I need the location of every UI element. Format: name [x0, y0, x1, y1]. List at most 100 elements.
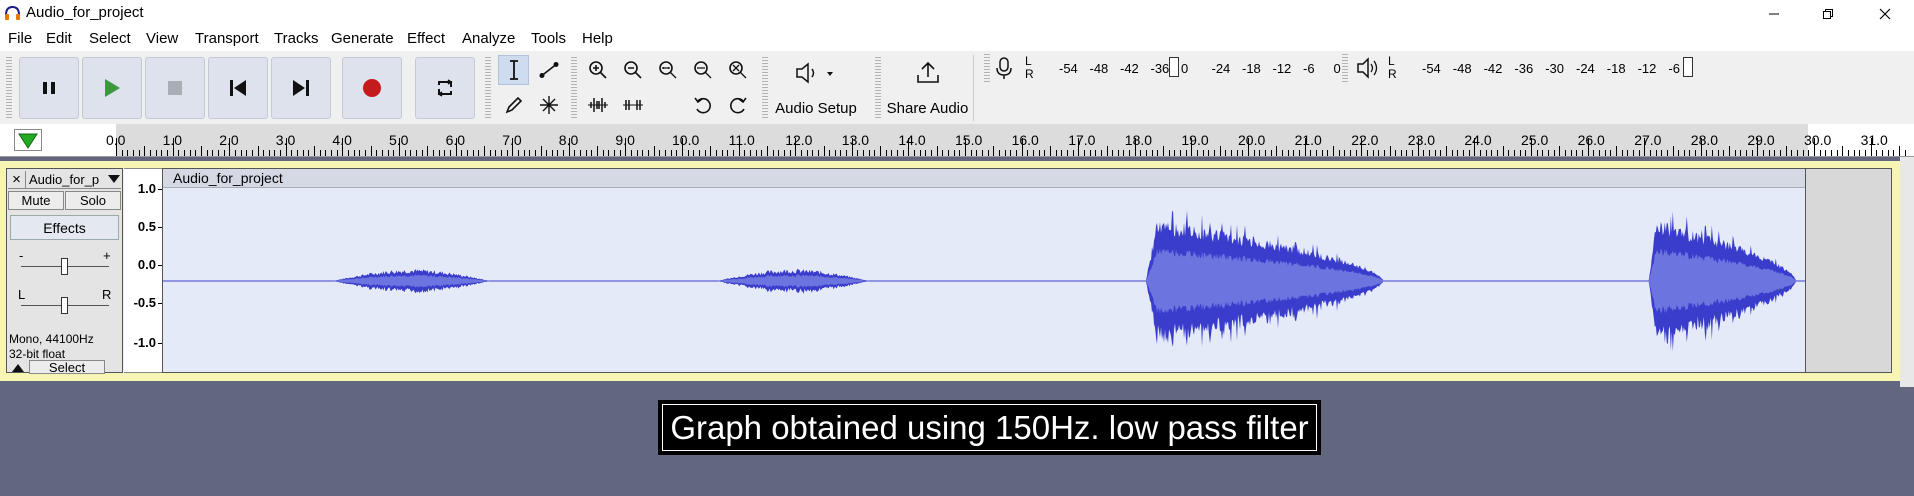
- ruler-major-tick: [965, 138, 966, 156]
- ruler-minor-tick: [698, 150, 700, 156]
- fit-project-button[interactable]: [687, 55, 718, 85]
- record-meter[interactable]: L R -54 -48 -42 -36 0 -24 -18 -12 -6 0: [1025, 54, 1341, 84]
- menu-tools[interactable]: Tools: [531, 30, 567, 47]
- ruler-minor-tick: [1287, 150, 1289, 156]
- undo-button[interactable]: [687, 90, 718, 120]
- minimize-button[interactable]: [1751, 0, 1797, 27]
- audio-clip[interactable]: Audio_for_project: [162, 168, 1806, 373]
- ruler-minor-tick: [263, 150, 265, 156]
- gain-slider[interactable]: [61, 258, 68, 275]
- ruler-tick-label: 7.0: [502, 132, 522, 148]
- toolbar-grip[interactable]: [571, 57, 577, 119]
- ruler-minor-tick: [500, 150, 502, 156]
- pan-slider[interactable]: [61, 297, 68, 314]
- ruler-minor-tick: [580, 150, 582, 156]
- playback-level-slider[interactable]: [1683, 57, 1693, 77]
- ruler-minor-tick: [942, 150, 944, 156]
- ruler-minor-tick: [1797, 150, 1799, 156]
- waveform-area[interactable]: [163, 188, 1805, 372]
- empty-track-area[interactable]: [1806, 168, 1892, 373]
- loop-button[interactable]: [415, 57, 475, 119]
- ruler-minor-tick: [144, 146, 146, 156]
- menu-view[interactable]: View: [146, 30, 179, 47]
- timeline-ruler[interactable]: 0.0 1.0 2.0 3.0 4.0 5.0 6.0 7.0 8.0 9.0 10.0 11.0 12…: [0, 124, 1914, 157]
- toolbar-grip[interactable]: [6, 57, 12, 119]
- menu-generate[interactable]: Generate: [331, 30, 394, 47]
- pencil-icon: [505, 96, 522, 114]
- mute-button[interactable]: Mute: [8, 191, 64, 210]
- ruler-minor-tick: [1683, 150, 1685, 156]
- menu-analyze[interactable]: Analyze: [462, 30, 516, 47]
- trim-audio-button[interactable]: [582, 90, 613, 120]
- close-track-button[interactable]: ×: [8, 170, 26, 188]
- menu-effect[interactable]: Effect: [407, 30, 446, 47]
- menu-transport[interactable]: Transport: [195, 30, 259, 47]
- solo-button[interactable]: Solo: [65, 191, 121, 210]
- share-audio-button[interactable]: Share Audio: [882, 55, 974, 121]
- ruler-minor-tick: [495, 150, 497, 156]
- ruler-minor-tick: [132, 150, 134, 156]
- effects-button[interactable]: Effects: [10, 215, 119, 240]
- fit-selection-button[interactable]: [652, 55, 683, 85]
- ruler-minor-tick: [1451, 150, 1453, 156]
- play-button[interactable]: [82, 57, 142, 119]
- pan-right-label: R: [102, 287, 112, 302]
- ruler-tick-label: 15.0: [955, 132, 983, 148]
- ruler-minor-tick: [1100, 150, 1102, 156]
- toolbar-grip[interactable]: [762, 57, 768, 119]
- ruler-minor-tick: [1689, 150, 1691, 156]
- pause-button[interactable]: [19, 57, 79, 119]
- ruler-major-tick: [1474, 138, 1476, 156]
- vertical-scrollbar[interactable]: [1900, 157, 1914, 387]
- track-format-bits: 32-bit float: [9, 347, 66, 361]
- ruler-minor-tick: [1355, 150, 1357, 156]
- record-button[interactable]: [342, 57, 402, 119]
- ruler-minor-tick: [1604, 150, 1606, 156]
- ruler-minor-tick: [1185, 150, 1187, 156]
- zoom-out-button[interactable]: [617, 55, 648, 85]
- track-menu-dropdown-icon[interactable]: [107, 174, 121, 184]
- select-track-button[interactable]: Select: [29, 360, 105, 375]
- ruler-minor-tick: [857, 150, 859, 156]
- timeline-options-button[interactable]: [14, 129, 42, 151]
- zoom-in-button[interactable]: [582, 55, 613, 85]
- redo-button[interactable]: [722, 90, 753, 120]
- audio-setup-button[interactable]: Audio Setup: [772, 55, 860, 121]
- skip-to-end-button[interactable]: [271, 57, 331, 119]
- menu-select[interactable]: Select: [89, 30, 131, 47]
- stop-button[interactable]: [145, 57, 205, 119]
- menu-edit[interactable]: Edit: [46, 30, 72, 47]
- toolbar-grip[interactable]: [1342, 54, 1348, 82]
- ruler-minor-tick: [178, 150, 180, 156]
- ruler-tick-label: 17.0: [1068, 132, 1096, 148]
- ruler-minor-tick: [619, 150, 621, 156]
- toolbar-grip[interactable]: [875, 57, 881, 119]
- vertical-ruler-tick: [158, 227, 162, 228]
- silence-audio-button[interactable]: [617, 90, 648, 120]
- menu-help[interactable]: Help: [582, 30, 613, 47]
- envelope-tool-button[interactable]: [533, 55, 564, 85]
- record-meter-button[interactable]: [994, 56, 1014, 84]
- playback-meter-button[interactable]: [1356, 57, 1380, 83]
- menu-file[interactable]: File: [8, 30, 33, 47]
- toolbar-grip[interactable]: [984, 54, 990, 82]
- ruler-minor-tick: [348, 150, 350, 156]
- ruler-minor-tick: [1219, 146, 1221, 156]
- close-window-button[interactable]: [1862, 0, 1908, 27]
- playback-meter[interactable]: L R -54 -48 -42 -36 -30 -24 -18 -12 -6: [1388, 54, 1698, 84]
- collapse-track-icon[interactable]: [11, 363, 25, 373]
- vertical-ruler[interactable]: 1.0 0.5 0.0 -0.5 -1.0: [124, 168, 162, 373]
- skip-to-start-button[interactable]: [208, 57, 268, 119]
- record-meter-tick: -48: [1089, 61, 1109, 76]
- record-level-slider[interactable]: [1169, 57, 1179, 77]
- zoom-toggle-button[interactable]: [722, 55, 753, 85]
- draw-tool-button[interactable]: [498, 90, 529, 120]
- menu-tracks[interactable]: Tracks: [274, 30, 319, 47]
- clip-title-bar[interactable]: Audio_for_project: [163, 169, 1805, 188]
- ruler-minor-tick: [1808, 150, 1810, 156]
- selection-tool-button[interactable]: [498, 55, 529, 85]
- toolbar-grip[interactable]: [485, 57, 491, 119]
- restore-button[interactable]: [1805, 0, 1851, 27]
- multi-tool-button[interactable]: [533, 90, 564, 120]
- track-name[interactable]: Audio_for_p: [29, 171, 100, 187]
